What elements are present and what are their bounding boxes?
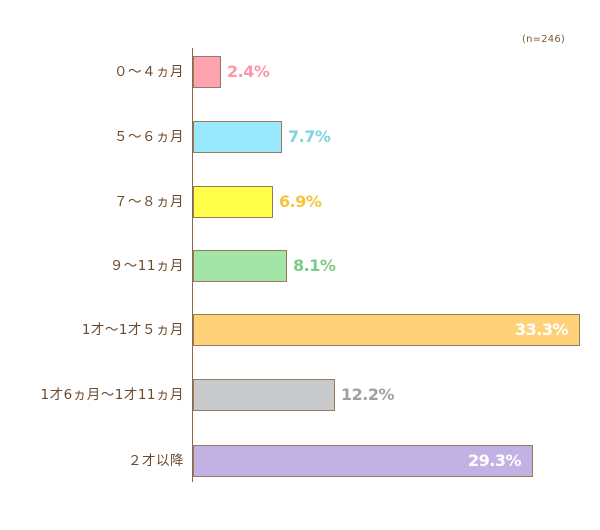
bar (193, 314, 580, 346)
category-label: ０～４ヵ月 (114, 64, 184, 80)
bar-row: 1才6ヵ月～1才11ヵ月 12.2% (0, 378, 600, 412)
bar-row: ５～６ヵ月 7.7% (0, 120, 600, 154)
value-label: 2.4% (227, 62, 270, 81)
bar-row: ９～11ヵ月 8.1% (0, 249, 600, 283)
category-label: ９～11ヵ月 (109, 258, 184, 274)
bar-row: ７～８ヵ月 6.9% (0, 185, 600, 219)
category-label: ７～８ヵ月 (114, 194, 184, 210)
bar (193, 121, 282, 153)
bar-row: ２才以降 29.3% (0, 444, 600, 478)
bar (193, 56, 221, 88)
bar-row: ０～４ヵ月 2.4% (0, 55, 600, 89)
bar (193, 186, 273, 218)
value-label: 7.7% (288, 127, 331, 146)
category-label: ２才以降 (128, 453, 184, 469)
bar (193, 250, 287, 282)
sample-size-annotation: (n=246) (522, 34, 566, 45)
value-label: 12.2% (341, 385, 395, 404)
category-label: 1才～1才５ヵ月 (81, 322, 184, 338)
category-label: 1才6ヵ月～1才11ヵ月 (40, 387, 184, 403)
bar (193, 445, 533, 477)
y-axis-line (192, 48, 193, 482)
value-label: 6.9% (279, 192, 322, 211)
category-label: ５～６ヵ月 (114, 129, 184, 145)
value-label: 33.3% (514, 320, 569, 339)
bar (193, 379, 335, 411)
value-label: 29.3% (467, 451, 522, 470)
bar-row: 1才～1才５ヵ月 33.3% (0, 313, 600, 347)
value-label: 8.1% (293, 256, 336, 275)
